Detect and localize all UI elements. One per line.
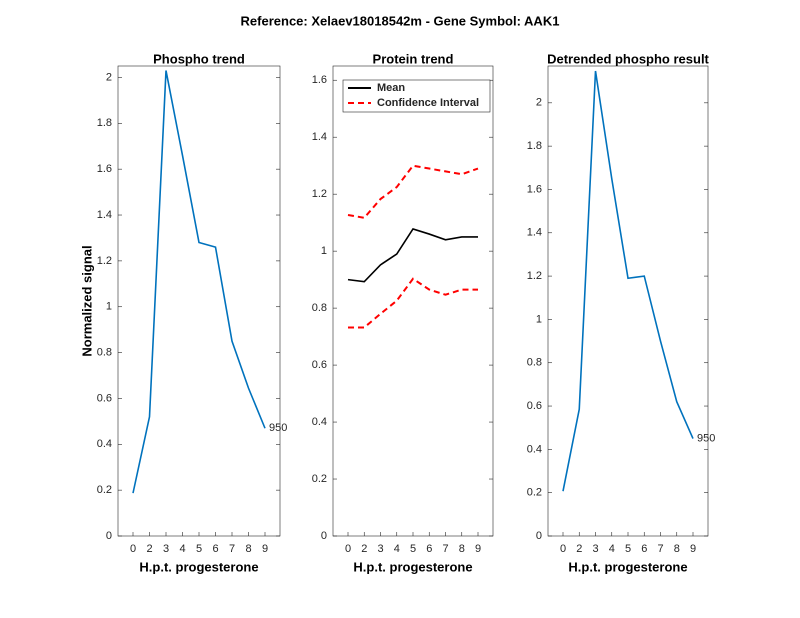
x-axis-label: H.p.t. progesterone [139,559,258,574]
y-tick-label: 1 [536,313,542,325]
data-line [347,164,479,219]
x-tick-label: 3 [377,543,383,555]
y-tick-label: 1.2 [312,188,327,200]
x-tick-label: 5 [410,543,416,555]
y-tick-label: 0.2 [527,487,542,499]
y-tick-label: 1.4 [97,209,112,221]
y-tick-label: 1.4 [527,227,542,239]
y-tick-label: 0.4 [97,438,112,450]
x-tick-label: 7 [442,543,448,555]
x-tick-label: 7 [657,543,663,555]
data-line [562,70,694,492]
axes-title: Detrended phospho result [547,51,709,66]
axes-title: Protein trend [373,51,454,66]
y-tick-label: 1.6 [97,163,112,175]
x-tick-label: 0 [560,543,566,555]
x-tick-label: 6 [212,543,218,555]
y-tick-label: 0.2 [312,473,327,485]
x-tick-label: 3 [163,543,169,555]
y-tick-label: 0.4 [312,416,327,428]
data-line [347,227,478,283]
y-tick-label: 0.4 [527,443,542,455]
data-line [132,70,266,494]
y-tick-label: 1.2 [97,255,112,267]
legend-label: Confidence Interval [377,97,479,109]
annotation: 950 [697,432,715,444]
y-tick-label: 0.2 [97,484,112,496]
x-tick-label: 8 [245,543,251,555]
x-tick-label: 2 [576,543,582,555]
x-tick-label: 4 [179,543,185,555]
y-tick-label: 0 [536,530,542,542]
x-tick-label: 3 [592,543,598,555]
y-tick-label: 1.8 [527,140,542,152]
legend-label: Mean [377,82,405,94]
x-tick-label: 8 [674,543,680,555]
axes-box [117,65,281,537]
x-tick-label: 2 [361,543,367,555]
y-tick-label: 2 [536,97,542,109]
y-tick-label: 0 [321,530,327,542]
x-tick-label: 8 [459,543,465,555]
x-tick-label: 9 [690,543,696,555]
y-tick-label: 2 [106,71,112,83]
y-tick-label: 0.6 [312,359,327,371]
legend-box [342,79,491,113]
x-tick-label: 5 [196,543,202,555]
x-tick-label: 4 [394,543,400,555]
y-tick-label: 1 [321,245,327,257]
annotation: 950 [269,422,287,434]
figure-title: Reference: Xelaev18018542m - Gene Symbol… [241,13,560,28]
y-tick-label: 1.4 [312,131,327,143]
y-tick-label: 1.8 [97,117,112,129]
x-axis-label: H.p.t. progesterone [568,559,687,574]
y-tick-label: 1.6 [527,183,542,195]
data-line [348,277,478,329]
y-tick-label: 0.8 [312,302,327,314]
y-axis-label: Normalized signal [79,245,94,356]
x-tick-label: 5 [625,543,631,555]
x-tick-label: 9 [475,543,481,555]
y-tick-label: 0.6 [97,392,112,404]
x-tick-label: 6 [641,543,647,555]
x-axis-label: H.p.t. progesterone [353,559,472,574]
y-tick-label: 0.6 [527,400,542,412]
y-tick-label: 0.8 [527,357,542,369]
axes-box [547,65,709,537]
y-tick-label: 1.2 [527,270,542,282]
x-tick-label: 0 [345,543,351,555]
x-tick-label: 2 [146,543,152,555]
x-tick-label: 4 [609,543,615,555]
y-tick-label: 0 [106,530,112,542]
x-tick-label: 0 [130,543,136,555]
x-tick-label: 9 [262,543,268,555]
axes-box [332,65,494,537]
axes-title: Phospho trend [153,51,245,66]
x-tick-label: 7 [229,543,235,555]
y-tick-label: 1 [106,301,112,313]
x-tick-label: 6 [426,543,432,555]
y-tick-label: 0.8 [97,346,112,358]
y-tick-label: 1.6 [312,74,327,86]
